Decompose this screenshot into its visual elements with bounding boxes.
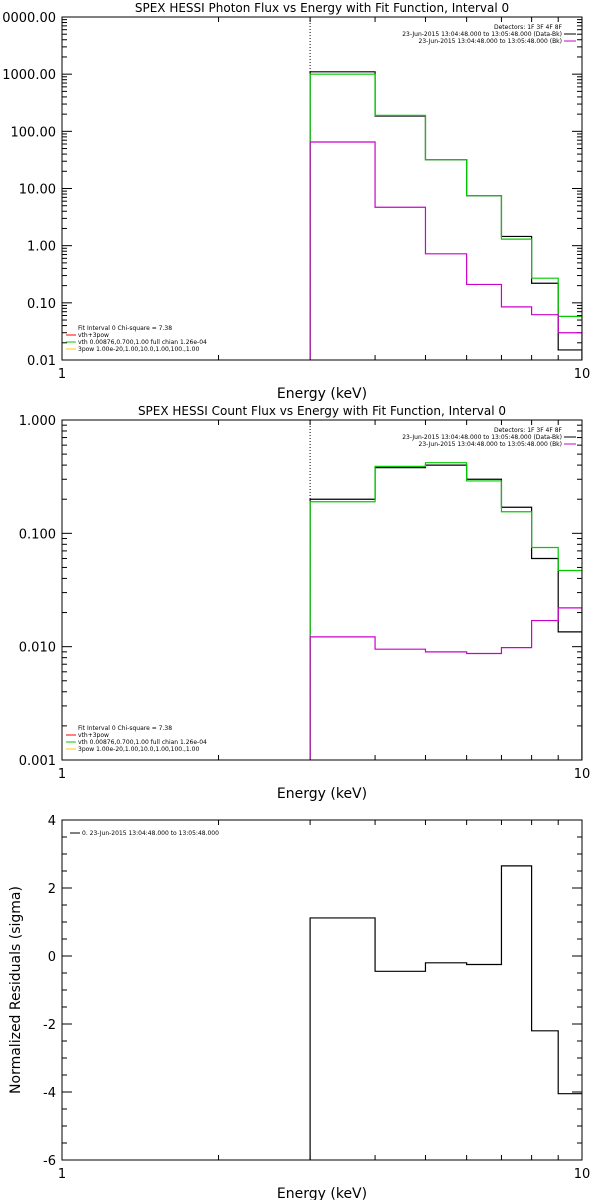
legend-entry: 3pow 1.00e-20,1.00,10.0,1.00,100.,1.00 <box>78 746 199 753</box>
y-tick-label: 0000.00 <box>2 11 56 26</box>
series-line-3 <box>309 141 582 360</box>
legend-entry: Detectors: 1F 3F 4F 8F <box>494 24 563 31</box>
x-axis-label: Energy (keV) <box>277 786 367 802</box>
x-tick-label: 10 <box>574 1167 591 1182</box>
legend-legend_bl: Fit Interval 0 Chi-square = 7.38vth+3pow… <box>66 325 207 353</box>
plot-frame <box>61 16 583 361</box>
legend-entry: Detectors: 1F 3F 4F 8F <box>494 427 563 434</box>
data-series <box>309 462 582 760</box>
y-tick-label: 0.100 <box>19 527 56 542</box>
y-tick-label: 1.000 <box>19 414 56 429</box>
series-line-2 <box>309 462 582 760</box>
y-tick-label: 1.00 <box>27 240 56 255</box>
data-series <box>309 71 582 360</box>
chart-title: SPEX HESSI Count Flux vs Energy with Fit… <box>138 404 506 418</box>
legend-legend_tl: 0. 23-Jun-2015 13:04:48.000 to 13:05:48.… <box>70 830 219 837</box>
x-tick-label: 10 <box>574 367 591 382</box>
legend-entry: Fit Interval 0 Chi-square = 7.38 <box>78 725 172 732</box>
legend-entry: Fit Interval 0 Chi-square = 7.38 <box>78 325 172 332</box>
chart-title: SPEX HESSI Photon Flux vs Energy with Fi… <box>135 1 509 15</box>
plot-frame <box>61 419 583 761</box>
x-tick-label: 1 <box>58 367 66 382</box>
series-line-2 <box>309 73 582 360</box>
x-tick-label: 10 <box>574 767 591 782</box>
y-tick-label: 4 <box>48 814 56 829</box>
panel-1: SPEX HESSI Photon Flux vs Energy with Fi… <box>2 1 590 402</box>
legend-entry: vth 0.00876,0.700,1.00 full chian 1.26e-… <box>78 339 207 346</box>
legend-entry: 3pow 1.00e-20,1.00,10.0,1.00,100.,1.00 <box>78 346 199 353</box>
x-axis-label: Energy (keV) <box>277 386 367 402</box>
y-tick-label: -6 <box>43 1154 56 1169</box>
legend-entry: 23-Jun-2015 13:04:48.000 to 13:05:48.000… <box>419 38 562 45</box>
y-tick-label: 0.10 <box>27 297 56 312</box>
legend-entry: vth 0.00876,0.700,1.00 full chian 1.26e-… <box>78 739 207 746</box>
y-tick-label: 0.01 <box>27 354 56 369</box>
axis-ticks <box>61 819 583 1161</box>
axis-ticks <box>61 420 583 761</box>
legend-entry: 23-Jun-2015 13:04:48.000 to 13:05:48.000… <box>402 31 562 38</box>
legend-entry: 23-Jun-2015 13:04:48.000 to 13:05:48.000… <box>402 434 562 441</box>
y-tick-label: 0.010 <box>19 641 56 656</box>
y-tick-label: 10.00 <box>19 183 56 198</box>
y-tick-label: 100.00 <box>11 125 57 140</box>
y-tick-label: 2 <box>48 882 56 897</box>
series-line-1 <box>309 865 582 1160</box>
y-axis-label: Normalized Residuals (sigma) <box>8 886 24 1094</box>
x-axis-label: Energy (keV) <box>277 1186 367 1200</box>
y-tick-label: -4 <box>43 1086 56 1101</box>
panel-2: SPEX HESSI Count Flux vs Energy with Fit… <box>19 404 590 802</box>
legend-entry: 23-Jun-2015 13:04:48.000 to 13:05:48.000… <box>419 441 562 448</box>
series-line-1 <box>309 71 582 360</box>
y-tick-label: 1000.00 <box>2 68 56 83</box>
data-series <box>309 865 582 1160</box>
plot-frame <box>61 819 583 1161</box>
axis-ticks <box>61 17 583 361</box>
x-tick-label: 1 <box>58 767 66 782</box>
y-tick-label: -2 <box>43 1018 56 1033</box>
legend-legend_bl: Fit Interval 0 Chi-square = 7.38vth+3pow… <box>66 725 207 753</box>
x-tick-label: 1 <box>58 1167 66 1182</box>
legend-entry: vth+3pow <box>78 332 109 339</box>
y-tick-label: 0 <box>48 950 56 965</box>
legend-entry: vth+3pow <box>78 732 109 739</box>
y-tick-label: 0.001 <box>19 754 56 769</box>
panel-3: -6 -4 -2 0 2 4 1 10 Energy (keV) Normalized Resid… <box>8 814 590 1200</box>
series-line-3 <box>309 607 582 760</box>
series-line-1 <box>309 464 582 760</box>
legend-entry: 0. 23-Jun-2015 13:04:48.000 to 13:05:48.… <box>82 830 219 837</box>
